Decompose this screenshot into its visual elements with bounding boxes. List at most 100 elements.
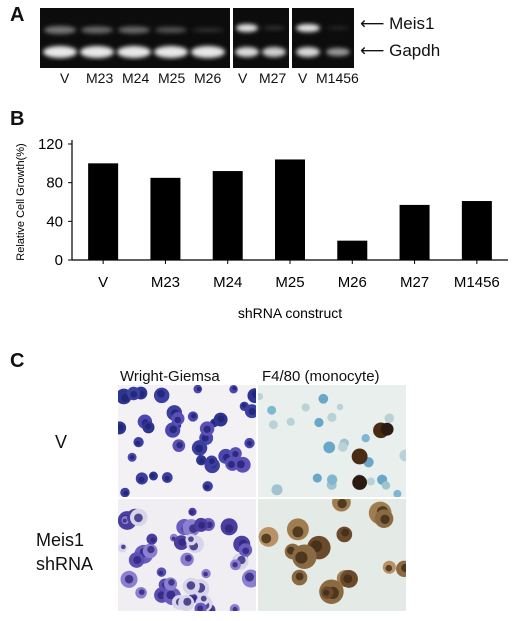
cell	[351, 448, 368, 465]
cell-nucleus	[118, 424, 124, 431]
cell-nucleus	[129, 455, 135, 460]
panel-c-letter: C	[10, 350, 25, 372]
row-label-v: V	[55, 432, 68, 452]
cell-nucleus	[122, 518, 127, 523]
cell-nucleus	[121, 544, 126, 550]
gel-image-2	[233, 8, 289, 68]
cell-nucleus	[189, 510, 194, 515]
cell-nucleus	[292, 526, 304, 538]
cell-nucleus	[208, 458, 215, 465]
bar	[212, 171, 243, 260]
cell-nucleus	[245, 572, 255, 582]
x-tick-label: M25	[275, 274, 304, 291]
cell-nucleus	[337, 499, 347, 509]
lane-label: V	[60, 70, 70, 86]
cell-nucleus	[232, 606, 238, 611]
cell-nucleus	[157, 389, 165, 398]
gel-bands-1	[43, 26, 225, 58]
cell	[267, 405, 277, 415]
cell-nucleus	[246, 440, 252, 446]
cell-nucleus	[241, 403, 247, 408]
gel-image-3	[292, 8, 354, 68]
cell-nucleus	[199, 458, 205, 464]
cell-nucleus	[186, 581, 196, 590]
cell-nucleus	[124, 574, 134, 584]
meis1-arrow-label: ⟵ Meis1	[360, 14, 434, 34]
x-tick-label: M27	[400, 274, 429, 291]
band-label-gapdh: Gapdh	[389, 41, 441, 60]
cell	[384, 413, 395, 424]
cell-nucleus	[236, 460, 245, 469]
cell	[361, 434, 370, 443]
lane-label: M1456	[316, 70, 359, 86]
bar	[275, 159, 305, 260]
lane-label: M25	[158, 70, 186, 86]
cell-nucleus	[134, 513, 143, 523]
panel-b-letter: B	[10, 108, 25, 130]
micrograph-f4-80-meis1-shrna	[258, 499, 406, 611]
cell-nucleus	[150, 537, 156, 543]
cell	[271, 484, 283, 496]
x-axis-label: shRNA construct	[238, 305, 342, 321]
cell	[312, 473, 322, 483]
cell-nucleus	[203, 571, 208, 577]
cell-nucleus	[323, 589, 330, 596]
cell	[366, 477, 375, 486]
column-header-wright-giemsa: Wright-Giemsa	[120, 368, 220, 385]
gel-image-1	[40, 8, 230, 68]
bar	[150, 177, 181, 260]
cell	[336, 403, 344, 411]
cell-nucleus	[295, 551, 308, 564]
cell-nucleus	[343, 574, 353, 584]
gel-bands-3	[296, 24, 350, 57]
y-tick-label: 80	[46, 175, 63, 192]
cell-nucleus	[200, 595, 207, 602]
micrograph-wright-giemsa-v	[118, 385, 256, 497]
cell	[380, 422, 394, 436]
chart-bars	[88, 159, 492, 260]
x-tick-label: M26	[338, 274, 367, 291]
micrograph-wright-giemsa-meis1-shrna	[118, 499, 256, 611]
cell-nucleus	[204, 484, 210, 490]
cell-nucleus	[168, 579, 175, 586]
cell-nucleus	[190, 413, 197, 419]
cell-nucleus	[145, 423, 152, 430]
cell-nucleus	[295, 572, 304, 581]
cell-nucleus	[201, 434, 209, 442]
cell-nucleus	[248, 407, 256, 415]
cell-nucleus	[227, 460, 235, 469]
cell-nucleus	[196, 386, 201, 392]
micrograph-f4-80-v	[258, 385, 406, 497]
lane-label: M24	[122, 70, 150, 86]
band-label-meis1: Meis1	[389, 14, 435, 33]
cell-nucleus	[203, 425, 211, 433]
cell	[326, 474, 338, 485]
x-tick-label: V	[98, 274, 108, 291]
cell-nucleus	[242, 547, 250, 555]
cell	[258, 393, 264, 401]
cell-nucleus	[198, 521, 206, 529]
lane-label: M26	[194, 70, 222, 86]
y-axis-label: Relative Cell Growth(%)	[15, 143, 27, 260]
cell	[399, 449, 406, 462]
y-tick-label: 0	[55, 252, 63, 269]
cell-nucleus	[232, 450, 239, 458]
cell	[327, 412, 337, 422]
cell-nucleus	[147, 545, 155, 554]
cell-nucleus	[232, 561, 238, 568]
cell-nucleus	[121, 393, 130, 402]
bar	[461, 201, 492, 260]
cell-nucleus	[385, 564, 393, 572]
panel-a-letter: A	[10, 4, 25, 26]
cell	[268, 420, 278, 430]
arrow-icon: ⟵	[360, 14, 390, 33]
bar	[399, 204, 430, 260]
cell-nucleus	[184, 554, 192, 562]
lane-label: M27	[259, 70, 287, 86]
cell	[314, 417, 324, 428]
cell	[352, 475, 368, 490]
cell-nucleus	[188, 536, 194, 542]
cell-nucleus	[138, 589, 145, 595]
cell-nucleus	[197, 605, 204, 611]
cell-nucleus	[178, 538, 186, 546]
